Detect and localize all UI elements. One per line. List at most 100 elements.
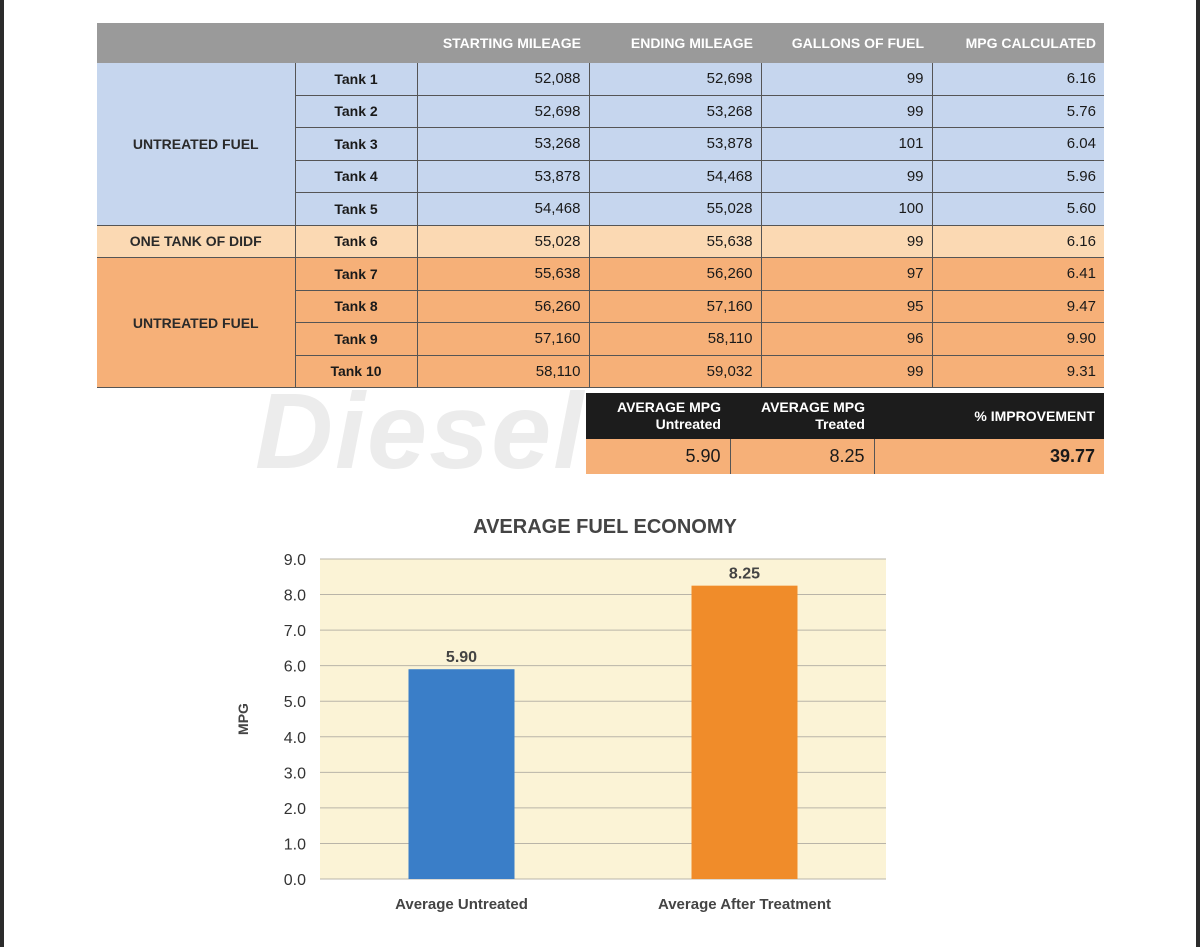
gallons-cell: 99 <box>761 63 933 96</box>
column-header-tank <box>295 23 417 63</box>
table-row: ONE TANK OF DIDF Tank 6 55,028 55,638 99 6.16 <box>97 225 1104 258</box>
group-label: UNTREATED FUEL <box>97 257 296 388</box>
mpg-cell: 6.04 <box>932 127 1104 161</box>
column-header-mpg: MPG CALCULATED <box>932 23 1104 63</box>
gallons-cell: 97 <box>761 257 933 291</box>
summary-header-line: Untreated <box>655 416 721 432</box>
table-row: UNTREATED FUEL Tank 1 52,088 52,698 99 6.16 <box>97 63 1104 226</box>
mpg-cell: 5.76 <box>932 95 1104 128</box>
column-header-ending-mileage: ENDING MILEAGE <box>589 23 761 63</box>
mpg-cell: 5.60 <box>932 192 1104 226</box>
column-header-group <box>97 23 295 63</box>
summary-header-treated: AVERAGE MPG Treated <box>730 393 874 439</box>
tank-cell: Tank 4 <box>295 160 418 193</box>
ending-mileage-cell: 58,110 <box>589 322 762 356</box>
table-row: Tank 3 53,268 53,878 101 6.04 <box>97 127 1104 161</box>
tank-cell: Tank 9 <box>295 322 418 356</box>
summary-value-treated: 8.25 <box>730 439 875 474</box>
summary-header-line: AVERAGE MPG <box>617 399 721 415</box>
table-header-row: STARTING MILEAGE ENDING MILEAGE GALLONS … <box>97 23 1104 63</box>
summary-header-improvement: % IMPROVEMENT <box>874 393 1104 439</box>
group-label: ONE TANK OF DIDF <box>97 225 296 258</box>
y-tick-label: 5.0 <box>284 694 306 711</box>
tank-cell: Tank 8 <box>295 290 418 323</box>
summary-table: AVERAGE MPG Untreated AVERAGE MPG Treate… <box>586 393 1104 474</box>
tank-cell: Tank 3 <box>295 127 418 161</box>
y-tick-label: 9.0 <box>284 552 306 569</box>
y-tick-label: 8.0 <box>284 588 306 605</box>
mpg-cell: 6.41 <box>932 257 1104 291</box>
tank-cell: Tank 6 <box>295 225 418 258</box>
bar-value-label: 5.90 <box>446 649 477 666</box>
table-row: Tank 8 56,260 57,160 95 9.47 <box>97 290 1104 323</box>
tank-cell: Tank 7 <box>295 257 418 291</box>
mileage-table-container: STARTING MILEAGE ENDING MILEAGE GALLONS … <box>97 23 1104 388</box>
gallons-cell: 100 <box>761 192 933 226</box>
starting-mileage-cell: 54,468 <box>417 192 590 226</box>
y-tick-label: 7.0 <box>284 623 306 640</box>
mileage-table: STARTING MILEAGE ENDING MILEAGE GALLONS … <box>97 23 1104 388</box>
ending-mileage-cell: 57,160 <box>589 290 762 323</box>
mpg-cell: 6.16 <box>932 63 1104 96</box>
table-row: Tank 2 52,698 53,268 99 5.76 <box>97 95 1104 128</box>
bar-treated <box>691 585 798 879</box>
group-label: UNTREATED FUEL <box>97 63 296 226</box>
summary-value-improvement: 39.77 <box>874 439 1104 474</box>
ending-mileage-cell: 53,878 <box>589 127 762 161</box>
table-row: Tank 5 54,468 55,028 100 5.60 <box>97 192 1104 226</box>
starting-mileage-cell: 53,878 <box>417 160 590 193</box>
gallons-cell: 99 <box>761 355 933 388</box>
starting-mileage-cell: 52,088 <box>417 63 590 96</box>
mpg-cell: 9.31 <box>932 355 1104 388</box>
summary-header-untreated: AVERAGE MPG Untreated <box>586 393 730 439</box>
table-row: Tank 9 57,160 58,110 96 9.90 <box>97 322 1104 356</box>
summary-value-row: 5.90 8.25 39.77 <box>586 439 1104 474</box>
tank-cell: Tank 1 <box>295 63 418 96</box>
tank-cell: Tank 2 <box>295 95 418 128</box>
ending-mileage-cell: 59,032 <box>589 355 762 388</box>
mpg-cell: 5.96 <box>932 160 1104 193</box>
x-category-label: Average Untreated <box>395 896 528 913</box>
fuel-economy-bar-chart: 0.0 1.0 2.0 3.0 4.0 5.0 6.0 7.0 8.0 9.0 MPG 5.90 Ave… <box>235 552 886 913</box>
summary-table-container: AVERAGE MPG Untreated AVERAGE MPG Treate… <box>586 393 1104 474</box>
y-tick-label: 0.0 <box>284 872 306 889</box>
bar-untreated <box>408 669 515 879</box>
x-category-label: Average After Treatment <box>658 896 831 913</box>
table-row: UNTREATED FUEL Tank 7 55,638 56,260 97 6.41 <box>97 257 1104 388</box>
gallons-cell: 96 <box>761 322 933 356</box>
mpg-cell: 6.16 <box>932 225 1104 258</box>
y-tick-label: 3.0 <box>284 765 306 782</box>
ending-mileage-cell: 56,260 <box>589 257 762 291</box>
starting-mileage-cell: 55,638 <box>417 257 590 291</box>
gallons-cell: 99 <box>761 160 933 193</box>
starting-mileage-cell: 53,268 <box>417 127 590 161</box>
tank-cell: Tank 5 <box>295 192 418 226</box>
gallons-cell: 99 <box>761 225 933 258</box>
ending-mileage-cell: 54,468 <box>589 160 762 193</box>
starting-mileage-cell: 56,260 <box>417 290 590 323</box>
y-tick-label: 1.0 <box>284 836 306 853</box>
ending-mileage-cell: 53,268 <box>589 95 762 128</box>
column-header-gallons: GALLONS OF FUEL <box>761 23 932 63</box>
mpg-cell: 9.90 <box>932 322 1104 356</box>
y-tick-label: 4.0 <box>284 730 306 747</box>
summary-header-row: AVERAGE MPG Untreated AVERAGE MPG Treate… <box>586 393 1104 439</box>
gallons-cell: 95 <box>761 290 933 323</box>
starting-mileage-cell: 52,698 <box>417 95 590 128</box>
gallons-cell: 101 <box>761 127 933 161</box>
y-axis-label: MPG <box>235 703 251 735</box>
window-frame-right <box>1196 0 1200 947</box>
ending-mileage-cell: 55,638 <box>589 225 762 258</box>
mpg-cell: 9.47 <box>932 290 1104 323</box>
chart-title: AVERAGE FUEL ECONOMY <box>473 516 737 538</box>
window-frame-left <box>0 0 4 947</box>
y-tick-label: 2.0 <box>284 801 306 818</box>
starting-mileage-cell: 58,110 <box>417 355 590 388</box>
plot-area <box>320 559 886 879</box>
gallons-cell: 99 <box>761 95 933 128</box>
starting-mileage-cell: 55,028 <box>417 225 590 258</box>
table-row: Tank 4 53,878 54,468 99 5.96 <box>97 160 1104 193</box>
bar-value-label: 8.25 <box>729 566 760 583</box>
starting-mileage-cell: 57,160 <box>417 322 590 356</box>
tank-cell: Tank 10 <box>295 355 418 388</box>
